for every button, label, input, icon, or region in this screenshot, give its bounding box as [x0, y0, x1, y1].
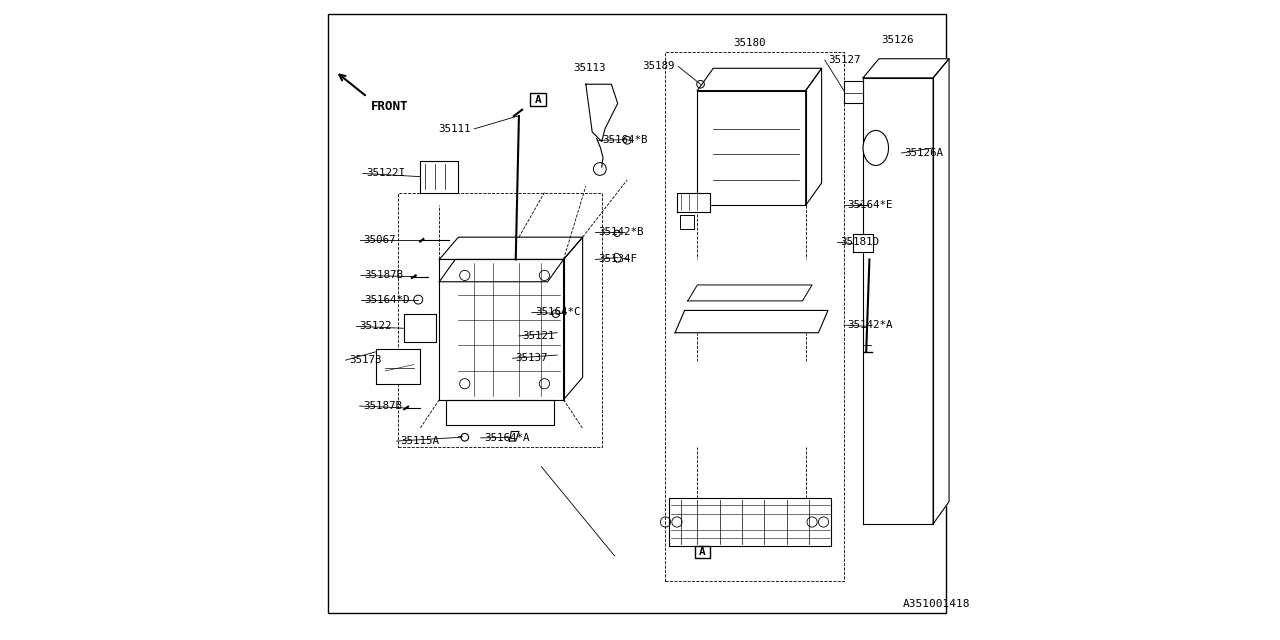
Text: 35180: 35180 [733, 38, 765, 48]
Text: 35164*E: 35164*E [847, 200, 892, 211]
Text: A: A [535, 95, 541, 104]
Polygon shape [805, 68, 822, 205]
Text: 35067: 35067 [362, 236, 396, 245]
Polygon shape [375, 349, 420, 384]
Polygon shape [675, 310, 828, 333]
Polygon shape [698, 91, 805, 205]
Text: 35173: 35173 [348, 355, 381, 365]
Text: 35122: 35122 [360, 321, 392, 332]
Polygon shape [687, 285, 812, 301]
Text: 35126A: 35126A [905, 148, 943, 158]
Text: 35181D: 35181D [841, 237, 879, 247]
Text: 35189: 35189 [643, 61, 675, 72]
Text: 35164*C: 35164*C [535, 307, 580, 317]
Text: 35127: 35127 [828, 55, 860, 65]
Ellipse shape [863, 131, 888, 166]
Polygon shape [863, 78, 933, 524]
Text: 35134F: 35134F [599, 255, 637, 264]
Text: 35142*B: 35142*B [599, 227, 644, 237]
Text: 35187B: 35187B [364, 270, 403, 280]
Polygon shape [863, 59, 948, 78]
Polygon shape [586, 84, 618, 141]
Polygon shape [698, 68, 822, 91]
Text: 35164*D: 35164*D [364, 294, 410, 305]
Polygon shape [844, 81, 863, 103]
Text: 35122I: 35122I [366, 168, 404, 179]
Text: A351001418: A351001418 [902, 598, 970, 609]
Text: 35126: 35126 [881, 35, 914, 45]
Text: FRONT: FRONT [370, 100, 408, 113]
Polygon shape [563, 237, 582, 399]
Polygon shape [933, 59, 948, 524]
Text: 35115A: 35115A [399, 436, 439, 446]
Polygon shape [439, 259, 563, 282]
Text: 35187B: 35187B [362, 401, 402, 411]
Text: 35111: 35111 [439, 124, 471, 134]
Text: 35137: 35137 [516, 353, 548, 364]
Polygon shape [613, 253, 622, 262]
Polygon shape [445, 399, 554, 425]
Polygon shape [668, 499, 831, 546]
FancyBboxPatch shape [695, 545, 710, 558]
Polygon shape [439, 259, 563, 399]
Polygon shape [439, 237, 582, 259]
Polygon shape [680, 215, 694, 229]
Polygon shape [420, 161, 458, 193]
Text: 35142*A: 35142*A [847, 320, 892, 330]
Text: 35164*A: 35164*A [484, 433, 530, 443]
Text: 35121: 35121 [522, 331, 554, 341]
Text: 35164*B: 35164*B [602, 135, 648, 145]
Text: 35113: 35113 [573, 63, 605, 74]
Polygon shape [404, 314, 436, 342]
Text: A: A [699, 547, 705, 557]
Polygon shape [677, 193, 710, 212]
Polygon shape [854, 234, 873, 252]
FancyBboxPatch shape [530, 93, 545, 106]
